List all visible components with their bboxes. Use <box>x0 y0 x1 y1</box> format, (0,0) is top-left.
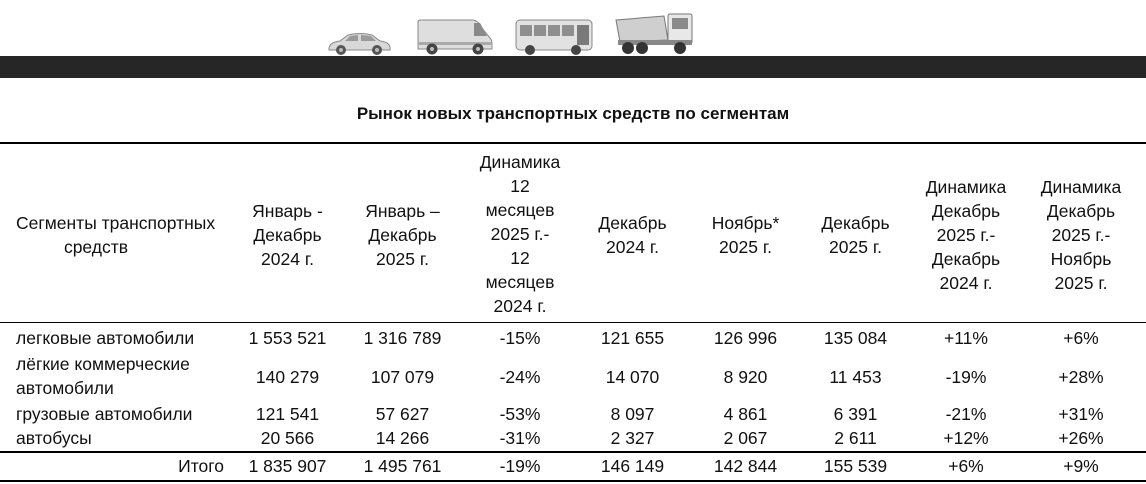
table-top-rule <box>0 142 1146 144</box>
value-cell: 1 316 789 <box>363 328 442 348</box>
col-header-dyn-dec-dec: Динамика Декабрь 2025 г.- Декабрь 2024 г. <box>925 177 1007 293</box>
segment-cell: грузовые автомобили <box>16 404 193 424</box>
value-cell: 8 097 <box>610 404 655 424</box>
value-cell: -31% <box>499 428 541 448</box>
value-cell: -53% <box>499 404 541 424</box>
dump-truck-icon <box>615 13 693 54</box>
value-cell: 107 079 <box>370 367 435 387</box>
vehicle-icons <box>0 8 1146 58</box>
value-cell: 121 655 <box>600 328 665 348</box>
value-cell: 1 553 521 <box>248 328 327 348</box>
col-header-dyn-12m: Динамика 12 месяцев 2025 г.- 12 месяцев 2024 г… <box>479 152 561 316</box>
value-cell: -19% <box>499 456 541 476</box>
car-icon <box>328 33 391 55</box>
value-cell: 4 861 <box>723 404 768 424</box>
value-cell: +11% <box>944 328 988 348</box>
value-cell: 155 539 <box>823 456 888 476</box>
value-cell: 6 391 <box>833 404 878 424</box>
value-cell: -15% <box>499 328 541 348</box>
value-cell: 135 084 <box>823 328 888 348</box>
value-cell: 20 566 <box>260 428 315 448</box>
value-cell: +31% <box>1058 404 1104 424</box>
value-cell: 2 611 <box>834 428 877 448</box>
table-bottom-rule <box>0 480 1146 482</box>
col-header-jan-dec-2024: Январь - Декабрь 2024 г. <box>252 201 323 269</box>
value-cell: 2 067 <box>723 428 768 448</box>
col-header-segment: Сегменты транспортных средств <box>16 213 216 257</box>
value-cell: 1 495 761 <box>363 456 442 476</box>
col-header-dec-2025: Декабрь 2025 г. <box>821 213 890 257</box>
value-cell: 1 835 907 <box>248 456 327 476</box>
value-cell: +6% <box>948 456 984 476</box>
value-cell: 57 627 <box>375 404 430 424</box>
value-cell: +26% <box>1058 428 1104 448</box>
value-cell: 121 541 <box>255 404 320 424</box>
segment-cell: лёгкие коммерческие <box>16 354 190 374</box>
total-label: Итого <box>178 456 224 476</box>
value-cell: -21% <box>945 404 987 424</box>
table-title: Рынок новых транспортных средств по сегм… <box>356 104 790 123</box>
header-bottom-rule <box>0 322 1146 323</box>
value-cell: +12% <box>943 428 989 448</box>
col-header-dyn-dec-nov: Динамика Декабрь 2025 г.- Ноябрь 2025 г. <box>1040 177 1122 293</box>
value-cell: 11 453 <box>829 367 882 387</box>
value-cell: +28% <box>1058 367 1104 387</box>
bus-icon <box>515 19 593 55</box>
value-cell: 14 070 <box>605 367 660 387</box>
value-cell: 8 920 <box>723 367 768 387</box>
value-cell: -19% <box>945 367 987 387</box>
value-cell: 126 996 <box>713 328 778 348</box>
segment-cell-line2: автомобили <box>16 378 114 398</box>
value-cell: +6% <box>1063 328 1099 348</box>
segment-cell: автобусы <box>16 428 92 448</box>
value-cell: 14 266 <box>375 428 430 448</box>
segment-cell: легковые автомобили <box>16 328 195 348</box>
van-icon <box>417 19 493 55</box>
value-cell: 142 844 <box>713 456 778 476</box>
value-cell: 140 279 <box>255 367 320 387</box>
col-header-nov-2025: Ноябрь* 2025 г. <box>711 213 780 257</box>
value-cell: -24% <box>499 367 541 387</box>
col-header-jan-dec-2025: Январь – Декабрь 2025 г. <box>365 201 440 269</box>
total-top-rule <box>0 451 1146 453</box>
value-cell: +9% <box>1063 456 1099 476</box>
header-bar <box>0 56 1146 78</box>
col-header-dec-2024: Декабрь 2024 г. <box>598 213 667 257</box>
value-cell: 146 149 <box>600 456 665 476</box>
value-cell: 2 327 <box>610 428 655 448</box>
